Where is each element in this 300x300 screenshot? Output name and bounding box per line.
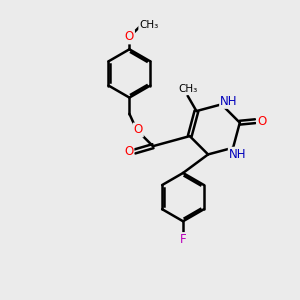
Text: NH: NH bbox=[220, 95, 238, 108]
Text: O: O bbox=[124, 145, 134, 158]
Text: CH₃: CH₃ bbox=[139, 20, 158, 30]
Text: O: O bbox=[134, 124, 143, 136]
Text: O: O bbox=[257, 115, 266, 128]
Text: CH₃: CH₃ bbox=[178, 84, 198, 94]
Text: O: O bbox=[125, 30, 134, 44]
Text: NH: NH bbox=[229, 148, 246, 161]
Text: F: F bbox=[180, 233, 186, 246]
